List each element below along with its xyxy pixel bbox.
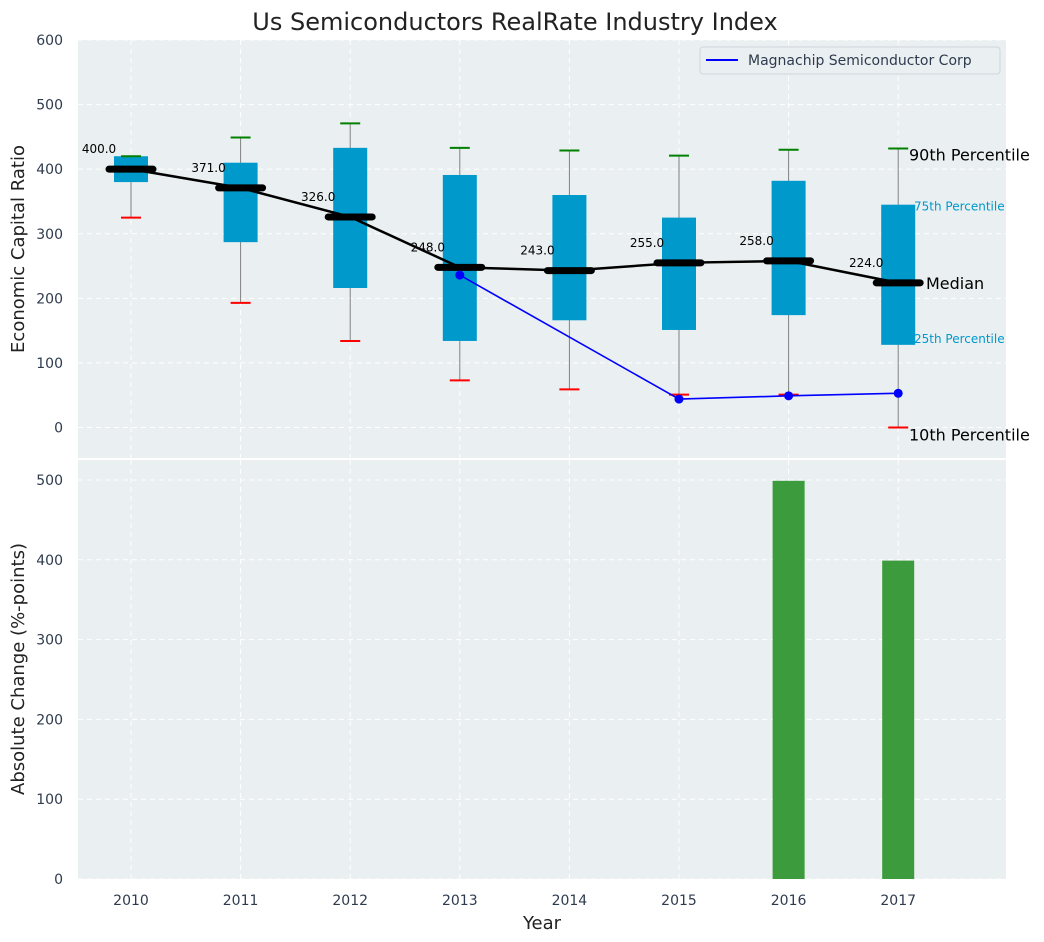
bottom-plot-area [78, 460, 1006, 879]
median-value-label: 243.0 [520, 244, 554, 258]
x-tick-label: 2012 [332, 893, 368, 909]
bottom-y-tick-label: 0 [54, 872, 63, 888]
annotation-25th: 25th Percentile [914, 332, 1005, 346]
bottom-y-tick-label: 500 [36, 473, 63, 489]
box-2017 [881, 147, 916, 429]
x-tick-label: 2014 [552, 893, 588, 909]
x-axis-label: Year [522, 913, 562, 934]
median-value-label: 258.0 [739, 234, 773, 248]
x-tick-label: 2013 [442, 893, 478, 909]
median-value-label: 248.0 [411, 240, 445, 254]
box-2016 [771, 148, 806, 396]
top-plot-area [78, 40, 1006, 458]
median-value-label: 255.0 [630, 236, 664, 250]
company-series-line [459, 274, 899, 400]
box-iqr [223, 162, 258, 243]
box-2011 [223, 136, 258, 304]
chart-title: Us Semiconductors RealRate Industry Inde… [252, 8, 777, 36]
median-value-label: 400.0 [82, 142, 116, 156]
x-tick-label: 2010 [113, 893, 149, 909]
box-iqr [771, 180, 806, 316]
bottom-y-tick-label: 100 [36, 792, 63, 808]
top-y-tick-label: 100 [36, 356, 63, 372]
box-iqr [552, 195, 587, 321]
top-y-tick-label: 0 [54, 421, 63, 437]
company-series-point [455, 270, 465, 280]
top-y-tick-label: 200 [36, 291, 63, 307]
x-tick-label: 2015 [661, 893, 697, 909]
box-iqr [442, 174, 477, 341]
annotation-75th: 75th Percentile [914, 200, 1005, 214]
bottom-y-axis-label: Absolute Change (%-points) [8, 543, 29, 795]
top-y-tick-label: 400 [36, 162, 63, 178]
median-value-label: 224.0 [849, 256, 883, 270]
company-series-point [893, 388, 903, 398]
company-series-point [674, 394, 684, 404]
annotation-median: Median [926, 274, 984, 293]
top-y-tick-label: 300 [36, 227, 63, 243]
x-tick-label: 2011 [223, 893, 259, 909]
box-2015 [662, 154, 696, 396]
box-2014 [552, 149, 587, 391]
company-series-point [784, 391, 794, 401]
bottom-y-tick-label: 400 [36, 553, 63, 569]
bottom-y-tick-label: 200 [36, 712, 63, 728]
bar-2017 [882, 560, 915, 879]
x-tick-label: 2017 [880, 893, 916, 909]
box-iqr [881, 204, 916, 345]
x-tick-label: 2016 [771, 893, 807, 909]
annotation-90th: 90th Percentile [909, 146, 1030, 165]
bottom-y-tick-label: 300 [36, 633, 63, 649]
top-y-tick-label: 500 [36, 98, 63, 114]
legend: Magnachip Semiconductor Corp [699, 46, 1001, 75]
legend-label: Magnachip Semiconductor Corp [748, 53, 972, 69]
annotation-10th: 10th Percentile [909, 426, 1030, 445]
median-value-label: 371.0 [191, 161, 225, 175]
bar-2016 [772, 480, 805, 879]
median-value-label: 326.0 [301, 190, 335, 204]
legend-box [699, 46, 1001, 75]
box-iqr [662, 217, 696, 330]
top-y-tick-label: 600 [36, 33, 63, 49]
top-y-axis-label: Economic Capital Ratio [8, 145, 29, 353]
